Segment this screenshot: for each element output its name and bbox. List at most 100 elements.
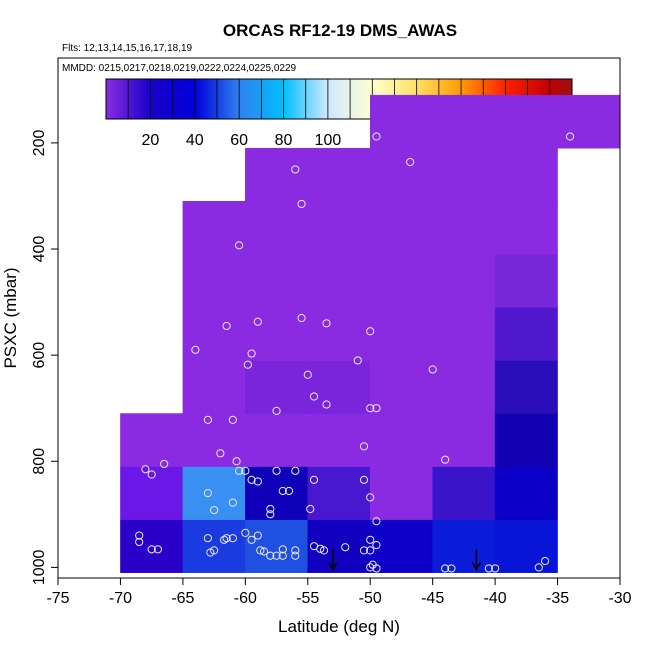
x-tick-label: -35 bbox=[546, 590, 569, 607]
heatmap-cell bbox=[432, 519, 496, 573]
heatmap-cell bbox=[432, 307, 496, 361]
sample-point bbox=[266, 510, 275, 519]
heatmap-cell bbox=[245, 201, 309, 255]
sample-point bbox=[232, 457, 241, 466]
sample-point bbox=[447, 564, 456, 573]
sample-point bbox=[241, 466, 250, 475]
x-tick-label: -45 bbox=[421, 590, 444, 607]
sample-point bbox=[266, 504, 275, 514]
sample-point bbox=[247, 535, 256, 544]
y-axis: 200 400 600 800 1000 bbox=[31, 129, 58, 585]
sample-point bbox=[278, 551, 287, 560]
sample-point bbox=[366, 493, 375, 502]
sample-point bbox=[266, 551, 275, 560]
sample-point bbox=[160, 459, 169, 469]
location-markers bbox=[328, 549, 482, 572]
heatmap-cell bbox=[245, 307, 309, 361]
sample-point bbox=[253, 531, 262, 540]
dates-label: MMDD: 0215,0217,0218,0219,0222,0224,0225… bbox=[62, 63, 297, 74]
sample-point bbox=[203, 415, 212, 424]
sample-point bbox=[534, 563, 543, 572]
x-tick-label: -30 bbox=[608, 590, 631, 607]
sample-point bbox=[203, 534, 212, 543]
heatmap-cell bbox=[494, 413, 558, 467]
colorbar-tick-label: 80 bbox=[275, 132, 293, 149]
heatmap-cell bbox=[307, 201, 371, 255]
heatmap-cell bbox=[245, 466, 309, 520]
sample-point bbox=[272, 466, 281, 475]
sample-point bbox=[297, 199, 306, 209]
sample-point bbox=[284, 486, 294, 496]
heatmap-cell bbox=[432, 94, 496, 149]
flights-label: Flts: 12,13,14,15,16,17,18,19 bbox=[62, 43, 193, 54]
sample-point bbox=[372, 541, 381, 550]
colorbar-tick-label: 40 bbox=[186, 132, 204, 149]
heatmap-cell bbox=[182, 360, 246, 414]
heatmap-cell bbox=[307, 413, 371, 467]
sample-point bbox=[359, 546, 369, 555]
heatmap-cell bbox=[494, 519, 558, 573]
sample-point bbox=[372, 564, 381, 573]
marker-arrow-head bbox=[471, 562, 482, 572]
heatmap-cell bbox=[245, 519, 309, 573]
heatmap-cell bbox=[182, 201, 246, 255]
heatmap-cell bbox=[369, 254, 433, 308]
sample-point bbox=[316, 544, 325, 553]
x-tick-label: -40 bbox=[484, 590, 507, 607]
heatmap-cell bbox=[245, 254, 309, 308]
heatmap-cell bbox=[369, 147, 433, 202]
sample-point bbox=[291, 165, 300, 174]
sample-point bbox=[272, 551, 281, 560]
heatmap-cell bbox=[432, 466, 496, 520]
heatmap-cell bbox=[307, 254, 371, 308]
sample-point bbox=[366, 404, 375, 413]
x-tick-label: -60 bbox=[234, 590, 257, 607]
sample-point bbox=[366, 546, 375, 555]
sample-point bbox=[216, 449, 225, 458]
heatmap-cell bbox=[494, 307, 558, 361]
sample-point bbox=[366, 327, 375, 336]
heatmap-cell bbox=[432, 360, 496, 414]
y-tick-label: 400 bbox=[31, 236, 48, 263]
sample-point bbox=[191, 345, 200, 354]
marker-arrow-head bbox=[328, 562, 338, 572]
heatmap-cell bbox=[494, 147, 558, 202]
heatmap-cell bbox=[369, 466, 433, 520]
x-tick-label: -55 bbox=[296, 590, 319, 607]
sample-point bbox=[228, 415, 237, 424]
sample-point bbox=[278, 545, 287, 554]
heatmap-cell bbox=[494, 201, 558, 255]
x-tick-label: -70 bbox=[109, 590, 132, 607]
sample-point bbox=[303, 370, 312, 379]
y-tick-label: 800 bbox=[31, 448, 48, 475]
sample-point bbox=[228, 498, 237, 507]
sample-point bbox=[441, 564, 450, 573]
y-tick-label: 1000 bbox=[31, 549, 48, 585]
sample-point bbox=[291, 551, 300, 560]
heatmap-cell bbox=[182, 307, 246, 361]
heatmap-cell bbox=[120, 413, 184, 467]
sample-point bbox=[153, 545, 163, 554]
sample-point bbox=[306, 504, 315, 514]
heatmap-cell bbox=[432, 147, 496, 202]
x-axis: -75 -70 -65 -60 -55 -50 -45 -40 -35 -30 bbox=[46, 578, 632, 607]
sample-point bbox=[491, 564, 500, 573]
heatmap-cell bbox=[307, 360, 371, 414]
heatmap-cell bbox=[369, 519, 433, 573]
colorbar-tick-label: 100 bbox=[315, 132, 342, 149]
sample-point bbox=[484, 564, 493, 573]
sample-point bbox=[278, 486, 287, 496]
heatmap-cell bbox=[182, 519, 246, 573]
x-tick-label: -65 bbox=[171, 590, 194, 607]
sample-point bbox=[366, 563, 375, 572]
plot-frame bbox=[57, 57, 621, 579]
sample-point bbox=[359, 475, 369, 484]
colorbar-tick-label: 60 bbox=[230, 132, 248, 149]
heatmap-cell bbox=[307, 307, 371, 361]
sample-point bbox=[253, 477, 262, 486]
sample-point bbox=[372, 404, 381, 413]
sample-point bbox=[272, 406, 281, 415]
heatmap-cell bbox=[494, 254, 558, 308]
sample-points bbox=[135, 132, 575, 573]
